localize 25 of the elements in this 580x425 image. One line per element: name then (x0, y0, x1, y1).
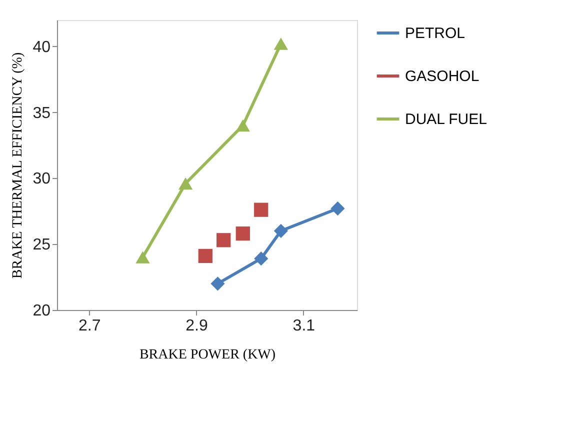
x-tick-label: 3.1 (292, 318, 316, 334)
legend-label: GASOHOL (405, 68, 480, 85)
point (274, 224, 288, 238)
legend-label: DUAL FUEL (405, 111, 487, 128)
legend-label: PETROL (405, 25, 466, 42)
x-tick-label: 2.9 (186, 318, 208, 334)
y-tick-label: 20 (32, 302, 51, 320)
point (254, 252, 268, 266)
point (330, 201, 345, 216)
point (216, 233, 231, 248)
x-tick-label: 2.7 (78, 318, 101, 334)
y-tick-label: 30 (32, 170, 51, 188)
y-tick-label: 35 (32, 104, 51, 122)
y-tick-label: 25 (32, 236, 51, 254)
y-axis-title: BRAKE THERMAL EFFICIENCY (%) (10, 52, 26, 279)
point (274, 38, 288, 50)
point (136, 251, 150, 264)
point (236, 119, 250, 132)
y-tick-label: 40 (32, 38, 51, 56)
point (210, 276, 225, 291)
point (178, 177, 193, 190)
point (254, 202, 268, 217)
point (198, 248, 212, 264)
x-axis-title: BRAKE POWER (KW) (139, 348, 276, 362)
point (236, 226, 250, 241)
